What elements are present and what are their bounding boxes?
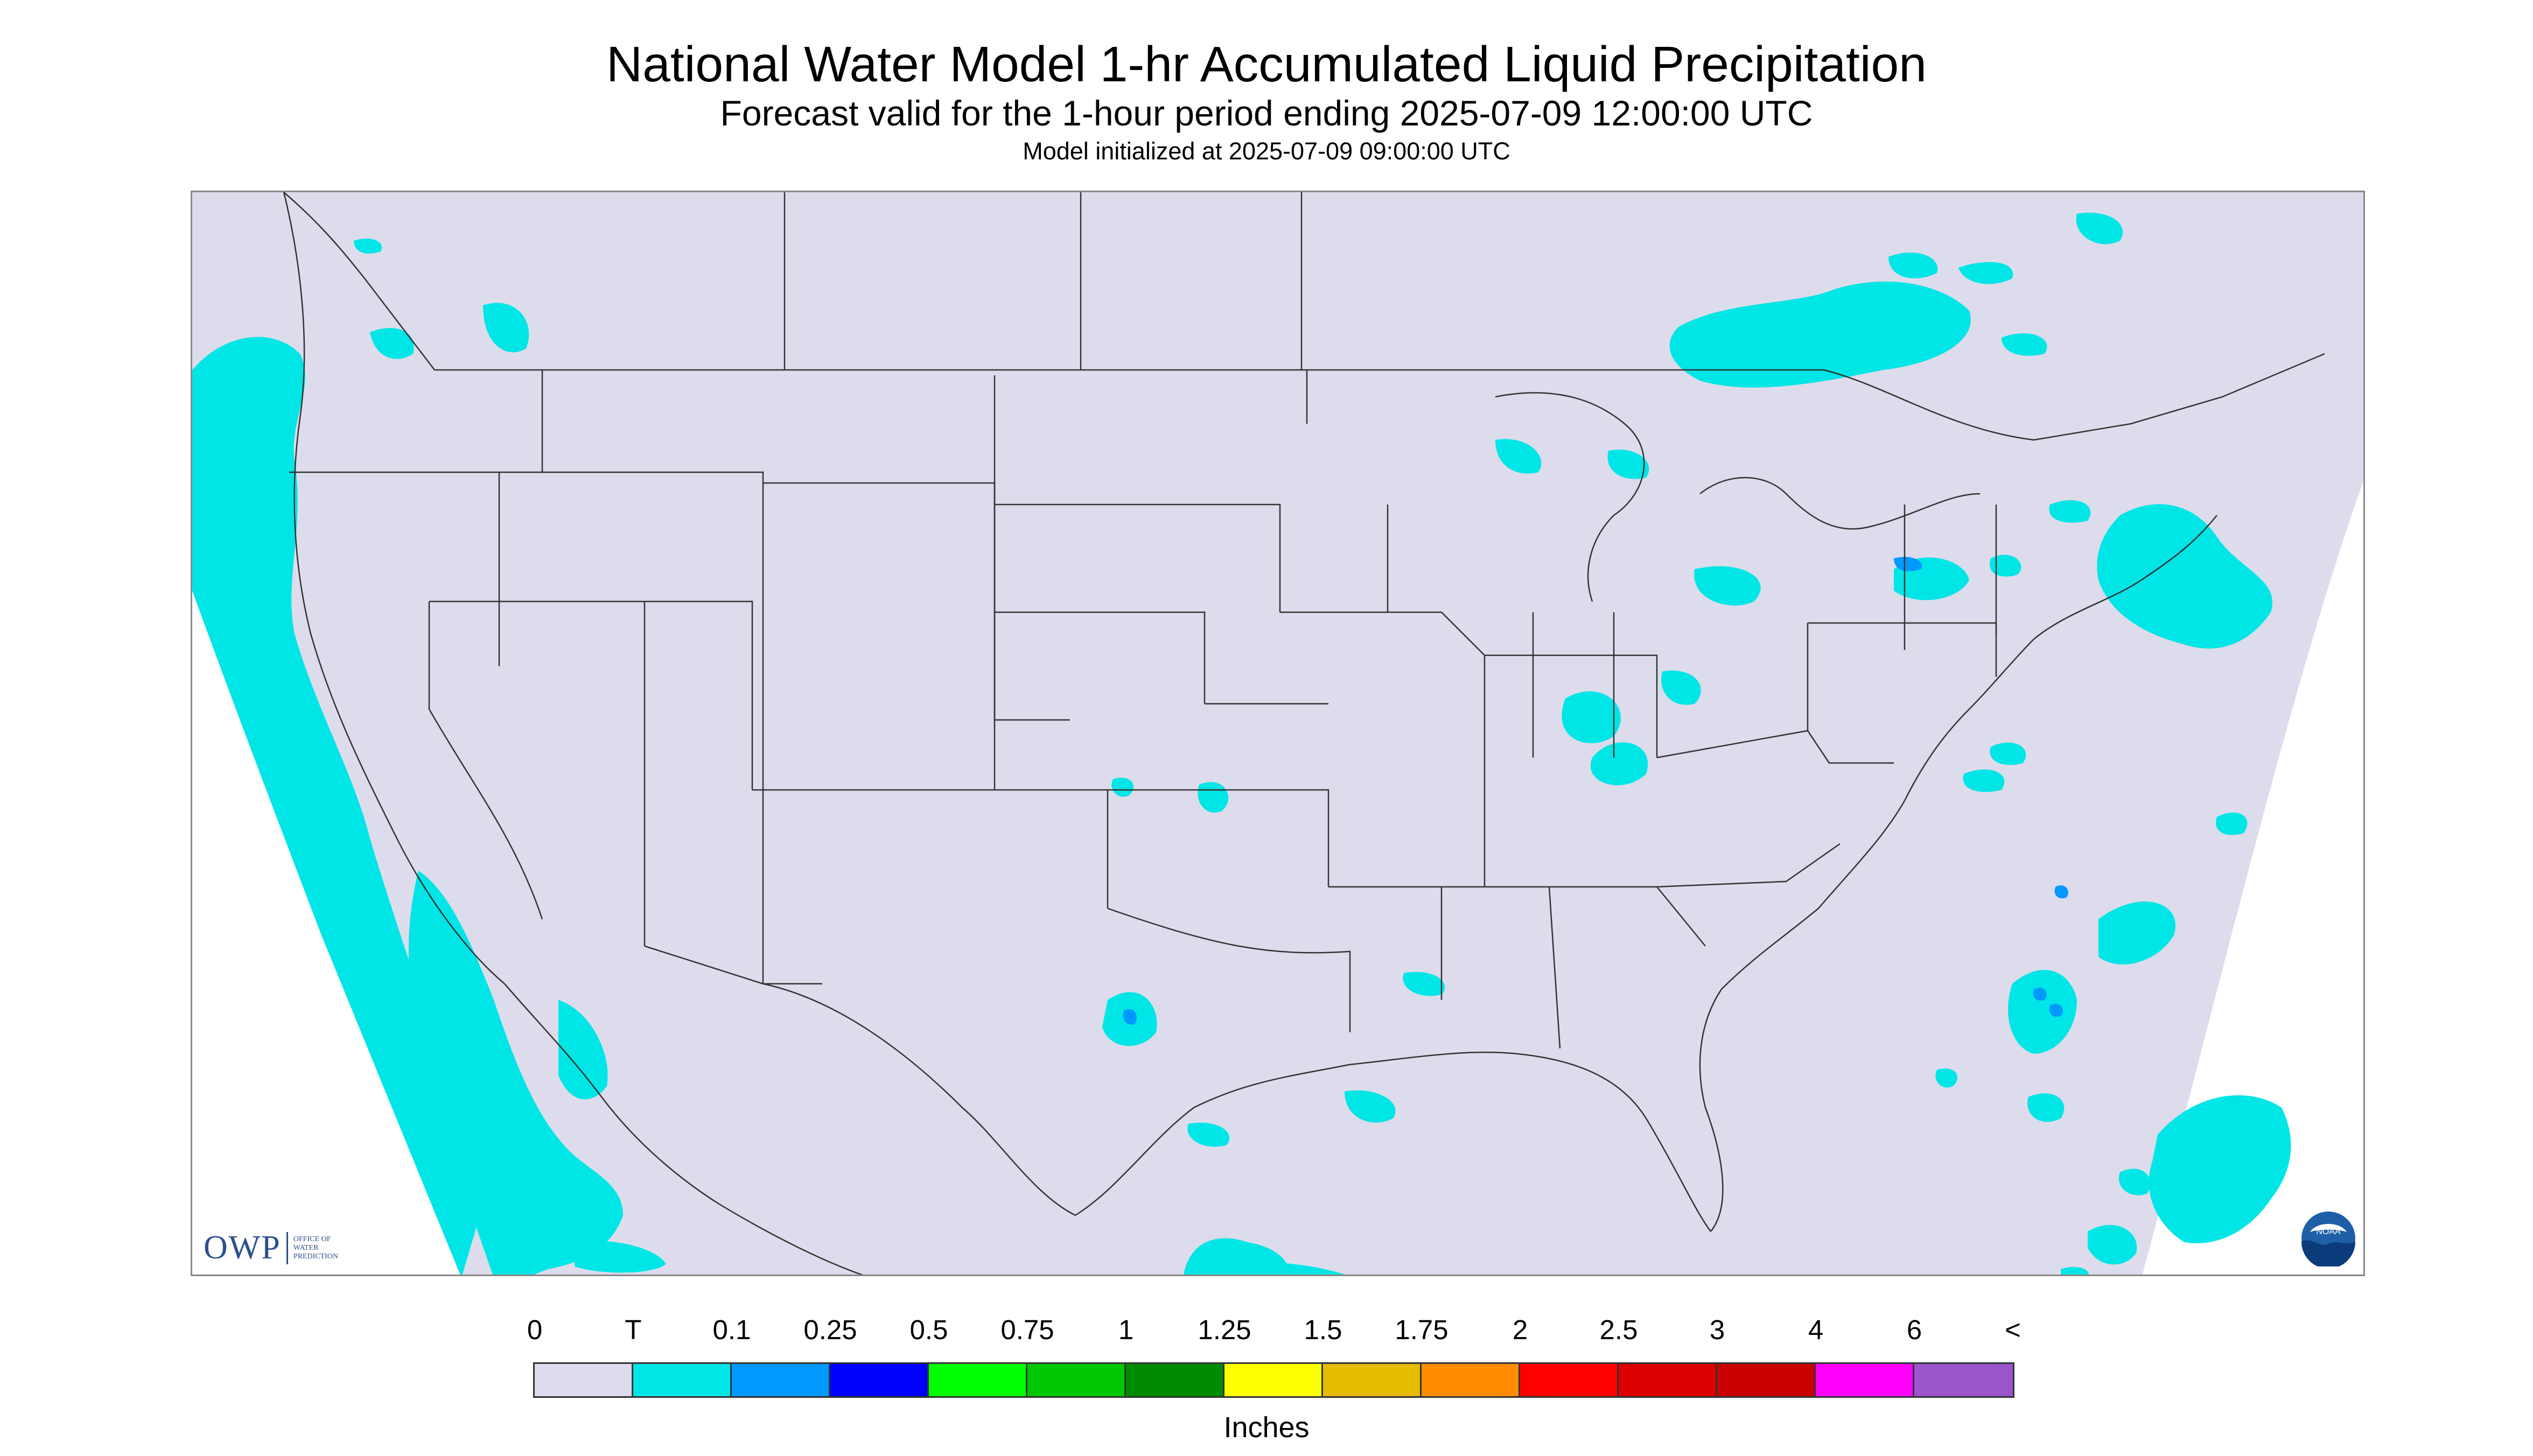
legend-tick-label: 0.75 [1000, 1314, 1054, 1345]
legend-swatch [1323, 1364, 1422, 1396]
legend-tick-label: 1.25 [1198, 1314, 1251, 1345]
legend-units: Inches [1223, 1411, 1310, 1444]
legend-tick-label: 4 [1808, 1314, 1824, 1345]
legend-swatch [929, 1364, 1027, 1396]
legend-tick-label: 3 [1709, 1314, 1725, 1345]
map-subtitle: Forecast valid for the 1-hour period end… [720, 93, 1813, 133]
legend-tick-label: < [2005, 1314, 2021, 1345]
legend-tick-label: 2.5 [1599, 1314, 1638, 1345]
legend-tick-label: T [625, 1314, 642, 1345]
legend-tick-label: 1 [1118, 1314, 1134, 1345]
legend-swatch [830, 1364, 929, 1396]
owp-logo-subtext: OFFICE OF WATER PREDICTION [293, 1235, 339, 1261]
legend-swatch [1027, 1364, 1126, 1396]
map-canvas [192, 192, 2363, 1275]
legend-tick-label: 0.1 [712, 1314, 751, 1345]
map-title: National Water Model 1-hr Accumulated Li… [606, 36, 1927, 92]
legend-tick-label: 0 [527, 1314, 543, 1345]
precip-moderate-areas [1123, 557, 2068, 1025]
legend-tick-label: 1.75 [1395, 1314, 1449, 1345]
noaa-logo-text: NOAA [2316, 1227, 2341, 1236]
owp-logo: OWP OFFICE OF WATER PREDICTION [204, 1229, 338, 1267]
legend-swatch [1717, 1364, 1816, 1396]
legend-swatch [1224, 1364, 1323, 1396]
legend-swatch [1422, 1364, 1520, 1396]
legend-tick-label: 0.5 [909, 1314, 948, 1345]
owp-logo-text: OWP [204, 1229, 281, 1266]
precipitation-legend: 0 T 0.1 0.25 0.5 0.75 1 1.25 1.5 1.75 2 2.5 3 4 6 < [527, 1314, 2027, 1400]
legend-tick-label: 1.5 [1304, 1314, 1342, 1345]
model-init-text: Model initialized at 2025-07-09 09:00:00… [1023, 137, 1510, 165]
model-domain [192, 192, 2363, 1275]
legend-tick-label: 0.25 [803, 1314, 857, 1345]
legend-swatch [535, 1364, 633, 1396]
legend-tick-label: 6 [1906, 1314, 1922, 1345]
legend-swatch [1816, 1364, 1914, 1396]
legend-swatch [732, 1364, 830, 1396]
legend-swatch [633, 1364, 732, 1396]
precip-light-areas [192, 213, 2291, 1275]
legend-swatch [1520, 1364, 1619, 1396]
legend-swatch [1619, 1364, 1717, 1396]
political-boundaries [283, 192, 2325, 1275]
legend-swatch [1126, 1364, 1224, 1396]
precipitation-map[interactable] [191, 191, 2365, 1276]
legend-tick-label: 2 [1512, 1314, 1528, 1345]
legend-color-bar [533, 1362, 2014, 1398]
owp-logo-divider [286, 1231, 288, 1264]
legend-swatch [1914, 1364, 2013, 1396]
noaa-logo-icon: NOAA [2301, 1212, 2355, 1266]
